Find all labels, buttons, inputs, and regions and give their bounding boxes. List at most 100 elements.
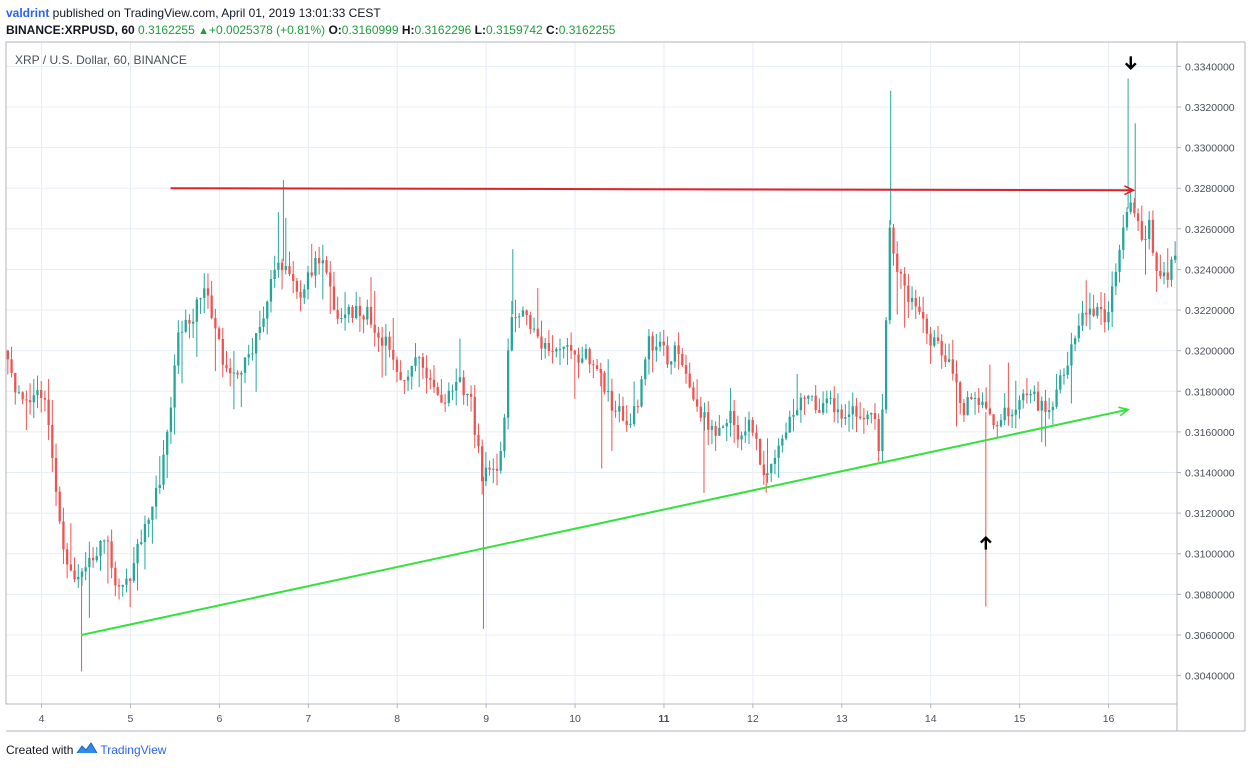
candle-body (1085, 312, 1088, 315)
candle-body (195, 299, 198, 322)
candle-body (469, 393, 473, 397)
candle-body (1148, 219, 1151, 239)
candle-body (203, 288, 206, 299)
price-tick-label: 0.3140000 (1185, 468, 1235, 480)
candle-body (443, 402, 447, 404)
author-link[interactable]: valdrint (6, 6, 50, 20)
high-value: 0.3162296 (414, 23, 472, 37)
candle-body (1040, 400, 1043, 411)
candle-body (818, 409, 821, 413)
candle-body (191, 321, 195, 324)
tradingview-logo-icon (76, 741, 98, 760)
candle-body (536, 328, 539, 337)
candle-body (184, 319, 187, 332)
publish-line: valdrint published on TradingView.com, A… (6, 5, 1246, 22)
candle-body (243, 357, 247, 373)
candle-body (910, 297, 914, 302)
resistance-line (170, 187, 1134, 192)
price-tick-label: 0.3060000 (1185, 630, 1235, 642)
candle-body (188, 319, 191, 324)
candle-body (229, 368, 232, 374)
candle-body (944, 355, 947, 362)
candle-body (770, 463, 773, 474)
candle-body (684, 365, 688, 374)
candle-body (599, 368, 602, 373)
candle-body (110, 541, 113, 568)
candle-body (310, 272, 313, 276)
tradingview-link[interactable]: TradingView (100, 743, 167, 757)
candle-body (1166, 272, 1169, 280)
candle-body (829, 398, 832, 400)
candle-body (558, 348, 562, 350)
candle-body (273, 269, 276, 280)
candle-body (1029, 393, 1032, 396)
symbol-label: BINANCE:XRPUSD, 60 (6, 23, 135, 37)
low-label: L: (474, 23, 486, 37)
time-tick-label: 6 (216, 713, 222, 725)
candle-body (14, 372, 17, 393)
candle-body (1159, 270, 1162, 277)
candle-body (581, 358, 584, 363)
candle-body (21, 392, 24, 400)
candle-body (840, 409, 843, 419)
price-tick-label: 0.3280000 (1185, 183, 1235, 195)
candle-body (317, 258, 321, 264)
candle-body (825, 398, 828, 404)
candle-body (540, 336, 543, 349)
price-tick-label: 0.3120000 (1185, 508, 1235, 520)
candle-body (388, 336, 391, 350)
candle-body (692, 387, 695, 400)
candle-body (303, 289, 306, 298)
candle-body (484, 467, 488, 482)
candle-body (610, 391, 614, 411)
candle-body (529, 315, 532, 330)
candle-body (399, 371, 402, 381)
candle-body (447, 390, 450, 404)
time-axis[interactable]: 4 5 6 7 8 9 10 11 12 13 14 15 16 (39, 704, 1115, 725)
candle-body (762, 464, 765, 476)
candle-body (477, 434, 480, 447)
candle-body (740, 435, 743, 440)
candle-body (918, 306, 921, 312)
resistance-line-arrowhead (1124, 185, 1136, 196)
candle-body (1140, 221, 1143, 240)
candle-body (733, 411, 736, 426)
candle-body (703, 412, 706, 418)
candle-body (959, 382, 962, 404)
candle-body (796, 410, 799, 415)
candle-body (929, 333, 932, 346)
candle-body (1014, 409, 1017, 415)
candle-body (136, 543, 139, 564)
candle-body (10, 359, 13, 373)
candle-body (51, 424, 54, 458)
candle-body (473, 396, 476, 435)
candle-body (1048, 410, 1051, 413)
candle-body (673, 345, 677, 362)
price-axis[interactable]: 0.3040000 0.3060000 0.3080000 0.3100000 0.31… (1177, 61, 1235, 683)
candle-body (592, 364, 595, 366)
candle-body (1055, 389, 1058, 407)
candle-body (84, 567, 87, 572)
candle-body (284, 265, 287, 271)
candle-body (499, 451, 502, 471)
candle-body (154, 488, 158, 507)
footer: Created with TradingView (6, 741, 166, 759)
candle-body (922, 311, 925, 319)
price-tick-label: 0.3200000 (1185, 346, 1235, 358)
candle-body (43, 398, 47, 400)
grid (6, 42, 1177, 704)
candle-body (851, 406, 854, 415)
candle-body (792, 414, 795, 417)
candle-body (1173, 255, 1177, 260)
candle-body (114, 567, 117, 586)
candle-body (199, 298, 202, 300)
candle-body (128, 578, 132, 581)
candle-body (896, 253, 899, 272)
support-line-arrowhead (1118, 406, 1130, 417)
candle-body (903, 273, 906, 286)
candle-body (77, 576, 80, 580)
candle-body (855, 406, 858, 417)
price-tick-label: 0.3100000 (1185, 549, 1235, 561)
candle-body (355, 305, 358, 318)
